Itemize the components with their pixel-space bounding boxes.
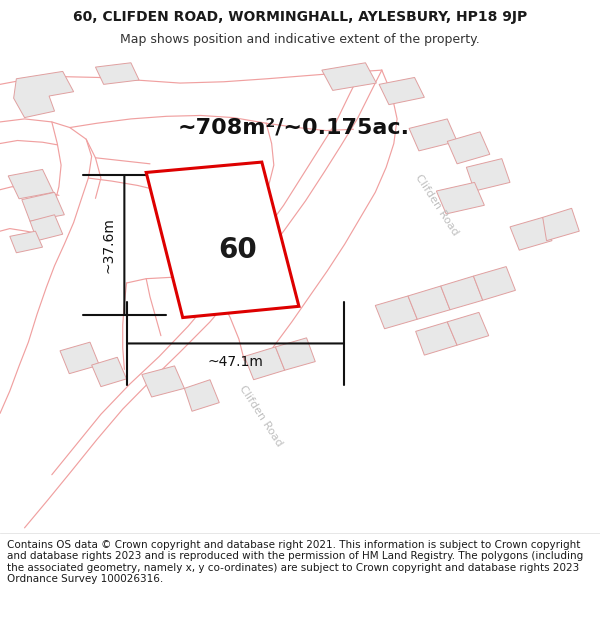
Polygon shape: [10, 231, 43, 253]
Polygon shape: [95, 62, 139, 84]
Polygon shape: [30, 215, 63, 241]
Text: 60: 60: [218, 236, 257, 264]
Polygon shape: [466, 159, 510, 191]
Polygon shape: [473, 267, 515, 300]
Polygon shape: [375, 296, 417, 329]
Polygon shape: [60, 342, 99, 374]
Text: ~47.1m: ~47.1m: [208, 356, 263, 369]
Polygon shape: [244, 347, 285, 380]
Text: Contains OS data © Crown copyright and database right 2021. This information is : Contains OS data © Crown copyright and d…: [7, 539, 583, 584]
Polygon shape: [441, 276, 483, 310]
Text: Clifden Road: Clifden Road: [238, 383, 284, 448]
Text: Clifden Road: Clifden Road: [413, 173, 460, 238]
Text: Map shows position and indicative extent of the property.: Map shows position and indicative extent…: [120, 33, 480, 46]
Polygon shape: [408, 286, 450, 319]
Polygon shape: [22, 192, 64, 221]
Polygon shape: [14, 71, 74, 118]
Polygon shape: [184, 380, 219, 411]
Polygon shape: [447, 132, 490, 164]
Polygon shape: [322, 62, 376, 91]
Polygon shape: [416, 322, 457, 355]
Polygon shape: [142, 366, 184, 397]
Polygon shape: [510, 217, 552, 250]
Polygon shape: [436, 182, 484, 214]
Text: ~708m²/~0.175ac.: ~708m²/~0.175ac.: [177, 118, 409, 138]
Polygon shape: [275, 338, 315, 370]
Text: ~37.6m: ~37.6m: [101, 217, 115, 273]
Polygon shape: [543, 208, 579, 241]
Polygon shape: [146, 162, 299, 318]
Text: 60, CLIFDEN ROAD, WORMINGHALL, AYLESBURY, HP18 9JP: 60, CLIFDEN ROAD, WORMINGHALL, AYLESBURY…: [73, 9, 527, 24]
Polygon shape: [409, 119, 457, 151]
Polygon shape: [92, 357, 127, 387]
Polygon shape: [8, 169, 53, 199]
Polygon shape: [379, 78, 424, 104]
Polygon shape: [447, 312, 489, 345]
